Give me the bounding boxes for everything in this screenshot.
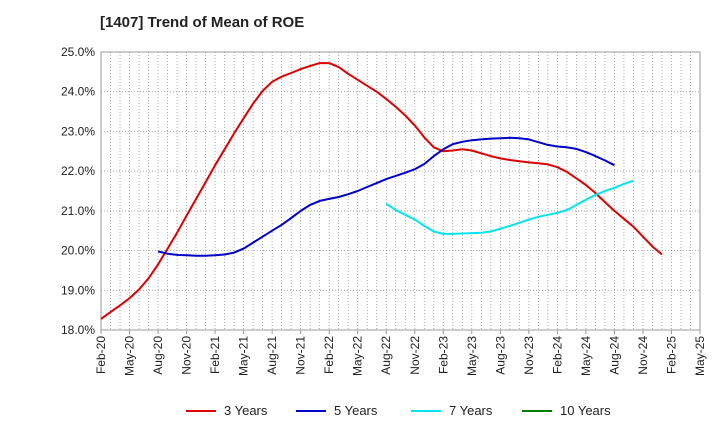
x-tick-label: Feb-22 xyxy=(322,336,336,374)
chart-title: [1407] Trend of Mean of ROE xyxy=(100,14,305,31)
x-tick-label: May-24 xyxy=(579,336,593,376)
series-lines xyxy=(100,62,663,320)
y-tick-label: 18.0% xyxy=(61,323,95,337)
x-tick-label: Feb-25 xyxy=(664,336,678,374)
x-axis-ticks: Feb-20 May-20 Aug-20 Nov-20 Feb-21 May-21 Aug-… xyxy=(94,330,707,376)
y-tick-label: 20.0% xyxy=(61,244,95,258)
x-tick-label: Aug-22 xyxy=(379,336,393,375)
y-tick-label: 19.0% xyxy=(61,283,95,297)
y-tick-label: 25.0% xyxy=(61,45,95,59)
y-axis-ticks: 18.0% 19.0% 20.0% 21.0% 22.0% 23.0% 24.0% 25.0% xyxy=(61,45,95,337)
x-tick-label: May-20 xyxy=(123,336,137,376)
series-line-3-years xyxy=(100,62,663,320)
x-tick-label: Aug-20 xyxy=(151,336,165,375)
x-tick-label: Nov-21 xyxy=(294,336,308,375)
y-tick-label: 24.0% xyxy=(61,85,95,99)
plot-area xyxy=(100,51,701,331)
x-tick-label: Aug-24 xyxy=(607,336,621,375)
x-tick-label: May-21 xyxy=(237,336,251,376)
series-line-7-years xyxy=(385,179,634,235)
y-tick-label: 23.0% xyxy=(61,124,95,138)
legend: 3 Years 5 Years 7 Years 10 Years xyxy=(186,403,611,418)
x-tick-label: Nov-23 xyxy=(522,336,536,375)
x-tick-label: Nov-22 xyxy=(408,336,422,375)
legend-label: 10 Years xyxy=(560,403,611,418)
x-tick-label: Feb-20 xyxy=(94,336,108,374)
x-tick-label: Aug-23 xyxy=(493,336,507,375)
x-tick-label: May-25 xyxy=(693,336,707,376)
x-tick-label: Aug-21 xyxy=(265,336,279,375)
x-tick-label: Feb-24 xyxy=(550,336,564,374)
grid-lines xyxy=(101,52,700,330)
legend-label: 7 Years xyxy=(449,403,493,418)
series-line-5-years xyxy=(157,136,615,257)
legend-label: 5 Years xyxy=(334,403,378,418)
x-tick-label: Nov-20 xyxy=(180,336,194,375)
x-tick-label: Feb-23 xyxy=(436,336,450,374)
y-tick-label: 22.0% xyxy=(61,164,95,178)
x-tick-label: Nov-24 xyxy=(636,336,650,375)
x-tick-label: Feb-21 xyxy=(208,336,222,374)
legend-label: 3 Years xyxy=(224,403,268,418)
x-tick-label: May-23 xyxy=(465,336,479,376)
x-tick-label: May-22 xyxy=(351,336,365,376)
y-tick-label: 21.0% xyxy=(61,204,95,218)
